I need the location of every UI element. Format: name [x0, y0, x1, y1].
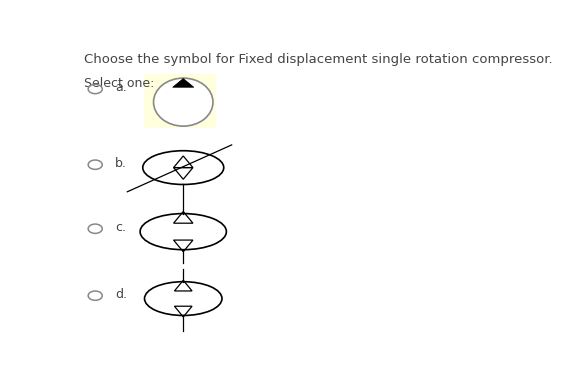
- Ellipse shape: [140, 214, 227, 250]
- Text: c.: c.: [115, 221, 126, 234]
- FancyBboxPatch shape: [144, 74, 216, 128]
- Text: Choose the symbol for Fixed displacement single rotation compressor.: Choose the symbol for Fixed displacement…: [84, 53, 553, 66]
- Ellipse shape: [153, 78, 213, 126]
- Text: a.: a.: [115, 81, 127, 94]
- Text: d.: d.: [115, 288, 127, 301]
- Ellipse shape: [143, 151, 224, 184]
- Text: Select one:: Select one:: [84, 77, 154, 90]
- Polygon shape: [173, 79, 194, 87]
- Ellipse shape: [144, 282, 222, 316]
- Text: b.: b.: [115, 157, 127, 170]
